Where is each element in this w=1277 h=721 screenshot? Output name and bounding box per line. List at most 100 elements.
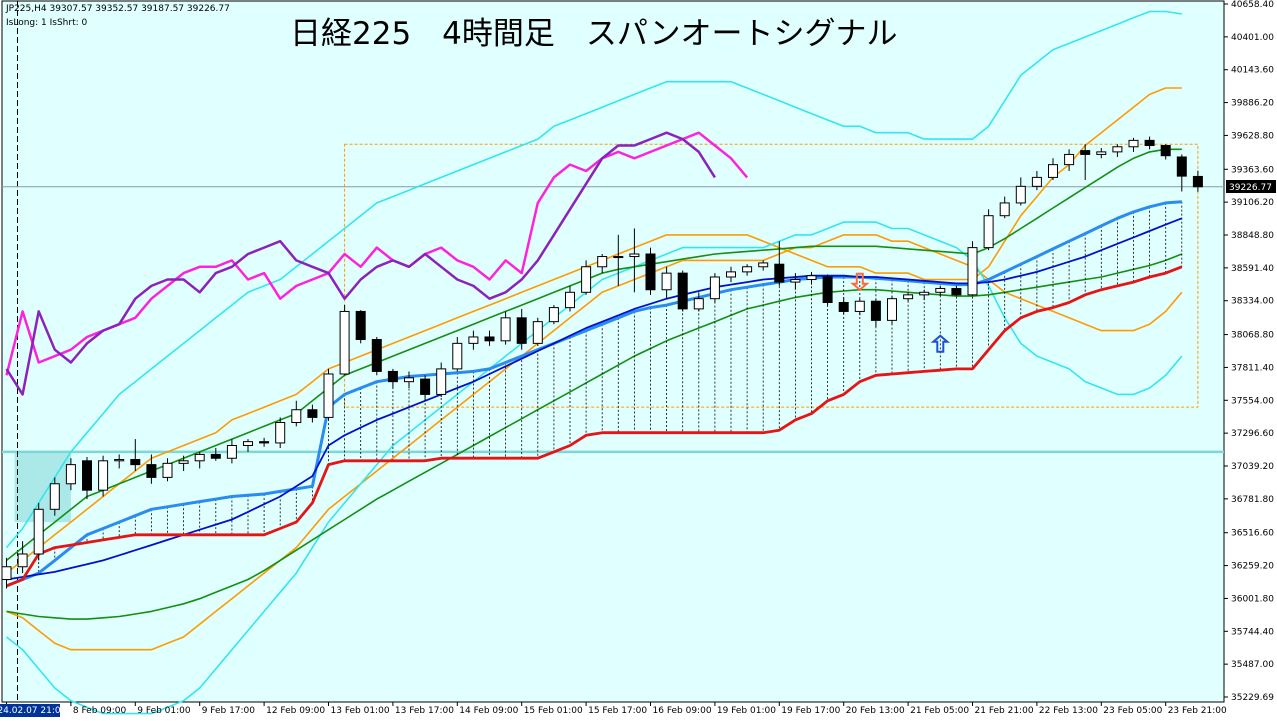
candle-body (532, 321, 543, 344)
candle-body (146, 464, 157, 478)
x-tick-label: 19 Feb 17:00 (781, 706, 840, 716)
x-tick-label: 21 Feb 21:00 (975, 706, 1034, 716)
x-tick-label: 8 Feb 09:00 (73, 706, 127, 716)
candle-body (565, 291, 575, 309)
candle-body (983, 215, 994, 249)
x-tick-label: 13 Feb 01:00 (331, 706, 390, 716)
x-tick-label: 20 Feb 13:00 (846, 706, 905, 716)
candle-body (468, 336, 479, 344)
candle-body (919, 291, 930, 296)
candle-body (65, 464, 76, 485)
candle-body (1080, 150, 1091, 155)
candle-body (1128, 139, 1139, 148)
y-tick-label: 35229.69 (1231, 693, 1274, 703)
indicator-line-5 (6, 253, 1183, 620)
plot-area (1, 0, 1225, 703)
candle-body (629, 253, 640, 258)
indicator-line-4 (6, 148, 1182, 562)
candle-body (162, 462, 173, 478)
candle-body (726, 271, 736, 278)
candle-body (677, 272, 688, 310)
candle-body (291, 409, 302, 424)
candle-body (790, 279, 801, 283)
candle-body (887, 298, 897, 321)
x-tick-label: 15 Feb 01:00 (524, 706, 583, 716)
candle-body (355, 310, 366, 341)
status-line: IsLong: 1 IsShrt: 0 (6, 18, 87, 28)
x-tick-label: 16 Feb 09:00 (653, 706, 712, 716)
current-price-label: 39226.77 (1229, 183, 1272, 193)
candle-body (275, 422, 286, 444)
x-tick-label: 22 Feb 13:00 (1039, 706, 1098, 716)
candle-body (516, 317, 527, 344)
y-tick-label: 40143.60 (1231, 66, 1274, 76)
y-tick-label: 36001.80 (1231, 594, 1274, 604)
candle-body (307, 409, 318, 418)
candle-body (178, 460, 189, 464)
candle-body (194, 453, 205, 462)
candle-body (581, 266, 592, 293)
candle-body (33, 508, 44, 555)
candle-body (1048, 164, 1058, 178)
y-tick-label: 36259.20 (1231, 562, 1274, 572)
candle-body (339, 310, 350, 375)
x-tick-label: 9 Feb 01:00 (137, 706, 191, 716)
y-tick-label: 38591.40 (1231, 264, 1274, 274)
y-tick-label: 40658.40 (1231, 0, 1274, 10)
y-tick-label: 37554.00 (1231, 396, 1274, 406)
lagging-span-0 (5, 131, 749, 376)
candle-body (259, 441, 270, 444)
lagging-span-1 (5, 131, 716, 396)
candle-body (130, 459, 141, 466)
candle-body (1160, 144, 1171, 157)
y-tick-label: 39106.20 (1231, 198, 1274, 208)
candle-body (323, 373, 334, 418)
indicator-line-0 (5, 10, 1182, 549)
candle-body (903, 294, 914, 300)
x-tick-label: 23 Feb 05:00 (1103, 706, 1162, 716)
candle-body (854, 300, 865, 312)
candle-body (500, 317, 511, 342)
candle-body (999, 202, 1010, 217)
y-tick-label: 35744.40 (1231, 627, 1274, 637)
candle-body (822, 276, 833, 304)
candle-body (1015, 185, 1026, 204)
y-tick-label: 38068.80 (1231, 331, 1274, 341)
candle-body (387, 370, 398, 383)
y-tick-label: 37811.40 (1231, 363, 1274, 373)
chart-title: 日経225 4時間足 スパンオートシグナル (290, 16, 897, 52)
y-tick-label: 35487.00 (1231, 660, 1274, 670)
x-tick-label: 21 Feb 05:00 (910, 706, 969, 716)
candle-body (243, 441, 253, 446)
y-tick-label: 36781.80 (1231, 495, 1274, 505)
x-tick-label: 14 Feb 09:00 (459, 706, 518, 716)
candle-body (1, 566, 12, 581)
y-tick-label: 39628.80 (1231, 131, 1274, 141)
candle-body (210, 453, 221, 459)
y-tick-label: 38848.80 (1231, 231, 1274, 241)
sell-arrow-icon (850, 272, 870, 292)
candle-body (484, 336, 495, 342)
candle-body (838, 302, 849, 312)
candle-body (114, 459, 125, 462)
x-cursor-badge (0, 704, 60, 717)
candle-body (452, 342, 463, 370)
buy-arrow-icon (930, 334, 951, 353)
indicator-line-2 (6, 234, 1183, 651)
candle-body (1144, 139, 1155, 146)
candle-body (613, 256, 624, 259)
candle-body (758, 262, 769, 268)
x-tick-label: 9 Feb 17:00 (202, 706, 256, 716)
x-tick-label: 19 Feb 01:00 (717, 706, 776, 716)
candle-body (645, 253, 656, 291)
candle-body (420, 378, 431, 395)
candle-body (17, 553, 28, 568)
y-tick-label: 37296.60 (1231, 429, 1274, 439)
candle-body (709, 276, 720, 300)
candle-body (404, 377, 414, 383)
candle-body (1192, 175, 1203, 188)
candle-body (935, 287, 946, 293)
candle-body (548, 307, 559, 323)
candle-body (597, 256, 608, 268)
